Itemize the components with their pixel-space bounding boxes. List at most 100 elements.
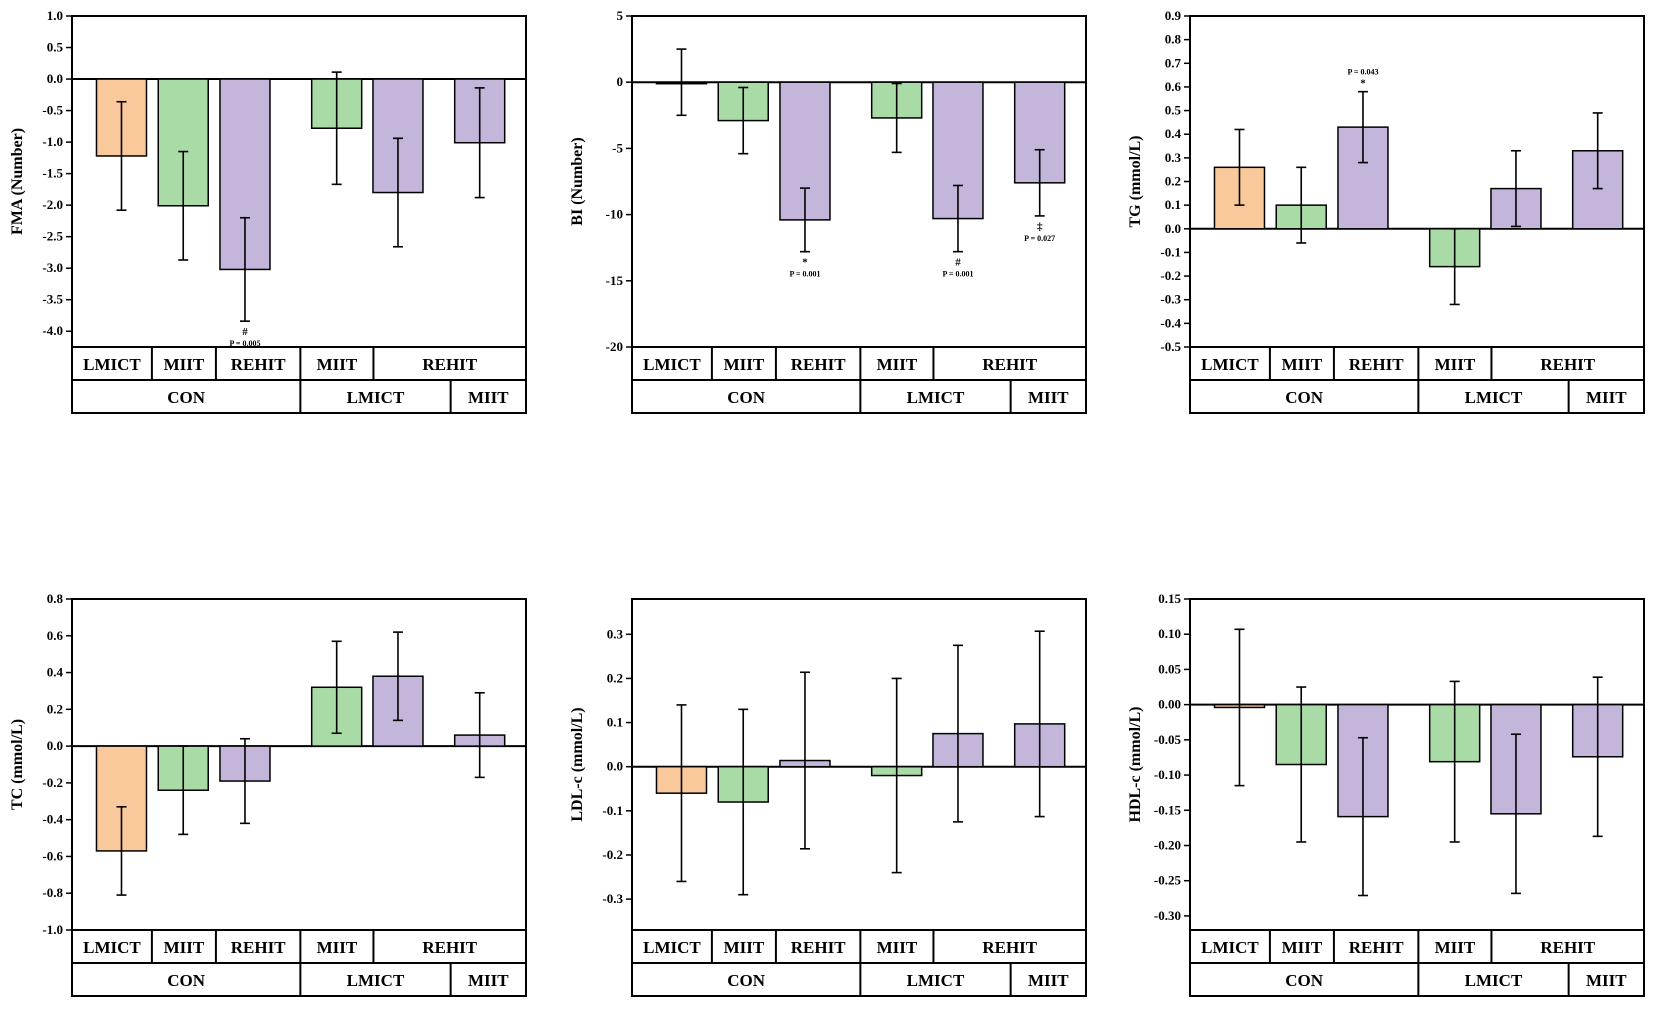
category-label: LMICT [643, 355, 701, 374]
y-axis-label: FMA (Number) [9, 128, 26, 235]
category-label: LMICT [1201, 355, 1259, 374]
y-tick-label: -4.0 [42, 323, 63, 338]
p-value-label: P = 0.043 [1347, 68, 1378, 77]
category-label: MIIT [724, 938, 765, 957]
y-tick-label: 0.6 [1165, 79, 1182, 94]
group-label: LMICT [907, 388, 965, 407]
y-tick-label: 0.15 [1158, 591, 1181, 606]
y-tick-label: 0.2 [607, 670, 623, 685]
y-tick-label: 0.1 [1165, 197, 1181, 212]
category-label: LMICT [1201, 938, 1259, 957]
y-tick-label: -10 [606, 207, 623, 222]
category-label: MIIT [1282, 355, 1323, 374]
category-label: MIIT [877, 938, 918, 957]
y-tick-label: 0.5 [47, 40, 64, 55]
category-label: MIIT [1282, 938, 1323, 957]
p-value-label: P = 0.005 [229, 339, 260, 348]
category-label: REHIT [422, 938, 477, 957]
group-label: CON [167, 388, 206, 407]
group-label: MIIT [468, 388, 509, 407]
y-tick-label: 0.3 [607, 626, 624, 641]
category-label: LMICT [643, 938, 701, 957]
category-label: REHIT [982, 938, 1037, 957]
y-tick-label: -0.1 [1160, 244, 1181, 259]
significance-mark: # [242, 326, 248, 338]
category-label: REHIT [982, 355, 1037, 374]
plot-frame [1189, 598, 1645, 931]
y-tick-label: 0.9 [1165, 8, 1182, 23]
y-tick-label: -1.0 [42, 922, 63, 937]
chart-panel-3: 0.9 0.8 0.7 0.6 0.5 0.4 0.3 0.2 0.1 0.0 -0.1 -0.2 -0… [1127, 8, 1645, 414]
y-tick-label: -5 [612, 140, 623, 155]
y-tick-label: -0.4 [1160, 315, 1181, 330]
y-tick-label: 0.10 [1158, 626, 1181, 641]
chart-panel-4: 0.8 0.6 0.4 0.2 0.0 -0.2 -0.4 -0.6 -0.8 -1.0 TC (m… [9, 591, 527, 997]
group-label: MIIT [1586, 971, 1627, 990]
y-axis-label: HDL-c (mmol/L) [1127, 707, 1144, 823]
category-label: LMICT [83, 938, 141, 957]
y-tick-label: 0.3 [1165, 150, 1182, 165]
y-tick-label: -1.5 [42, 166, 63, 181]
chart-panel-5: 0.3 0.2 0.1 0.0 -0.1 -0.2 -0.3 LDL-c (mmol/L) LM… [569, 598, 1087, 997]
y-tick-label: -0.15 [1154, 802, 1182, 817]
y-tick-label: -0.2 [42, 775, 63, 790]
y-tick-label: 0.05 [1158, 661, 1181, 676]
y-tick-label: 0.00 [1158, 697, 1181, 712]
category-label: REHIT [791, 355, 846, 374]
y-tick-label: -15 [606, 273, 624, 288]
chart-panel-1: 1.0 0.5 0.0 -0.5 -1.0 -1.5 -2.0 -2.5 -3.0 -3.5 -4.… [9, 8, 527, 414]
significance-mark: ‡ [1037, 221, 1043, 233]
category-label: REHIT [231, 355, 286, 374]
category-label: REHIT [1349, 938, 1404, 957]
group-label: MIIT [1028, 971, 1069, 990]
group-label: MIIT [1028, 388, 1069, 407]
y-tick-label: 0.0 [47, 71, 63, 86]
group-label: CON [727, 388, 766, 407]
group-label: CON [167, 971, 206, 990]
p-value-label: P = 0.027 [1024, 234, 1055, 243]
y-tick-label: -0.8 [42, 885, 63, 900]
category-label: REHIT [231, 938, 286, 957]
y-tick-label: -0.2 [602, 847, 623, 862]
y-axis-label: TC (mmol/L) [9, 719, 26, 810]
category-label: REHIT [1540, 938, 1595, 957]
group-label: CON [1285, 388, 1324, 407]
group-label: CON [1285, 971, 1324, 990]
y-tick-label: -0.2 [1160, 268, 1181, 283]
y-tick-label: 0 [617, 74, 624, 89]
y-tick-label: 0.2 [47, 701, 63, 716]
group-label: CON [727, 971, 766, 990]
y-tick-label: 0.6 [47, 628, 64, 643]
y-tick-label: -0.4 [42, 812, 63, 827]
y-tick-label: 0.0 [1165, 221, 1181, 236]
category-label: MIIT [164, 355, 205, 374]
y-tick-label: 0.5 [1165, 103, 1182, 118]
y-tick-label: 0.4 [1165, 126, 1182, 141]
y-tick-label: -0.5 [42, 103, 63, 118]
y-tick-label: -0.1 [602, 803, 623, 818]
category-label: MIIT [1435, 938, 1476, 957]
group-label: LMICT [1465, 971, 1523, 990]
y-tick-label: -0.6 [42, 848, 63, 863]
group-label: MIIT [468, 971, 509, 990]
category-label: MIIT [1435, 355, 1476, 374]
y-tick-label: -0.25 [1154, 873, 1182, 888]
category-label: REHIT [791, 938, 846, 957]
y-tick-label: -0.30 [1154, 908, 1181, 923]
group-label: MIIT [1586, 388, 1627, 407]
group-label: LMICT [347, 388, 405, 407]
significance-mark: * [1360, 78, 1366, 90]
y-tick-label: -0.3 [602, 891, 623, 906]
y-tick-label: 0.1 [607, 715, 623, 730]
category-label: MIIT [317, 355, 358, 374]
y-tick-label: -0.10 [1154, 767, 1181, 782]
category-label: MIIT [877, 355, 918, 374]
plot-frame [71, 15, 527, 348]
y-tick-label: 0.4 [47, 665, 64, 680]
y-tick-label: 0.8 [47, 591, 64, 606]
chart-panel-6: 0.15 0.10 0.05 0.00 -0.05 -0.10 -0.15 -0.20 -0.2… [1127, 591, 1645, 997]
y-tick-label: -20 [606, 339, 623, 354]
p-value-label: P = 0.001 [789, 270, 820, 279]
y-tick-label: 0.0 [47, 738, 63, 753]
